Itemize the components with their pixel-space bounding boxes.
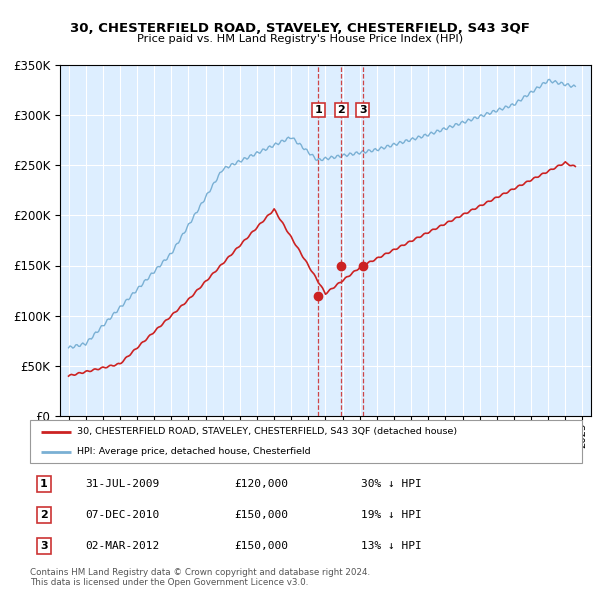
Text: 2: 2: [40, 510, 47, 520]
Text: 07-DEC-2010: 07-DEC-2010: [85, 510, 160, 520]
FancyBboxPatch shape: [30, 420, 582, 463]
Text: 1: 1: [40, 478, 47, 489]
Text: 13% ↓ HPI: 13% ↓ HPI: [361, 541, 422, 551]
Text: 31-JUL-2009: 31-JUL-2009: [85, 478, 160, 489]
Text: Contains HM Land Registry data © Crown copyright and database right 2024.
This d: Contains HM Land Registry data © Crown c…: [30, 568, 370, 587]
Text: 19% ↓ HPI: 19% ↓ HPI: [361, 510, 422, 520]
Text: 02-MAR-2012: 02-MAR-2012: [85, 541, 160, 551]
Text: 30, CHESTERFIELD ROAD, STAVELEY, CHESTERFIELD, S43 3QF (detached house): 30, CHESTERFIELD ROAD, STAVELEY, CHESTER…: [77, 427, 457, 436]
Text: £150,000: £150,000: [234, 510, 288, 520]
Text: 30% ↓ HPI: 30% ↓ HPI: [361, 478, 422, 489]
Text: 3: 3: [359, 105, 367, 115]
Text: HPI: Average price, detached house, Chesterfield: HPI: Average price, detached house, Ches…: [77, 447, 311, 456]
Text: Price paid vs. HM Land Registry's House Price Index (HPI): Price paid vs. HM Land Registry's House …: [137, 34, 463, 44]
Text: £120,000: £120,000: [234, 478, 288, 489]
Text: 3: 3: [40, 541, 47, 551]
Text: 30, CHESTERFIELD ROAD, STAVELEY, CHESTERFIELD, S43 3QF: 30, CHESTERFIELD ROAD, STAVELEY, CHESTER…: [70, 22, 530, 35]
Text: 2: 2: [337, 105, 345, 115]
Text: 1: 1: [314, 105, 322, 115]
Text: £150,000: £150,000: [234, 541, 288, 551]
